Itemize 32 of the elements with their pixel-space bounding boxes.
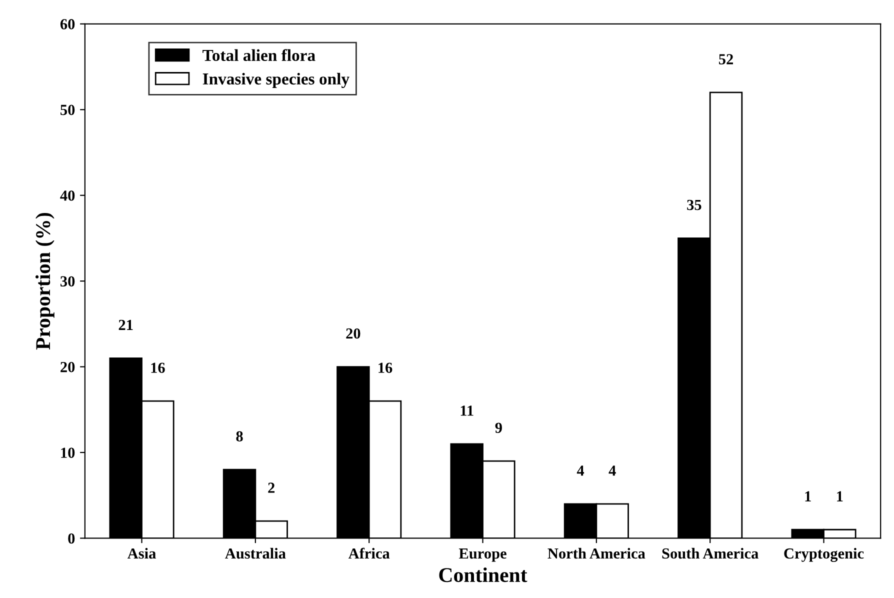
data-label: 9 [495, 422, 502, 433]
x-tick-label: Africa [348, 548, 390, 559]
data-label: 16 [378, 362, 392, 373]
data-label: 2 [268, 482, 275, 493]
y-tick-label: 10 [61, 448, 75, 458]
data-label: 20 [346, 328, 360, 339]
data-label: 52 [718, 54, 733, 64]
y-tick-label: 30 [60, 276, 75, 287]
y-tick-label: 20 [60, 362, 75, 372]
legend-label: Total alien flora [202, 49, 316, 62]
data-label: 11 [460, 406, 474, 416]
x-axis-title: Continent [439, 567, 528, 582]
data-label: 4 [576, 466, 584, 476]
x-tick-label: Cryptogenic [784, 548, 864, 562]
y-tick-label: 0 [68, 533, 75, 544]
data-label: 8 [236, 431, 243, 442]
data-label: 1 [837, 491, 843, 502]
x-tick-label: Asia [127, 548, 156, 559]
data-label: 21 [118, 320, 133, 330]
x-tick-label: North America [548, 548, 646, 559]
data-label: 4 [608, 466, 616, 476]
x-tick-label: South America [662, 548, 758, 559]
y-tick-label: 40 [60, 190, 75, 201]
y-tick-label: 50 [60, 104, 75, 116]
y-axis-title: Proportion (%) [35, 213, 54, 350]
data-label: 35 [687, 200, 702, 210]
x-tick-label: Europe [458, 548, 506, 562]
data-label: 1 [805, 491, 811, 502]
legend-label: Invasive species only [202, 72, 350, 88]
data-label: 16 [151, 362, 165, 373]
x-tick-label: Australia [225, 548, 286, 559]
y-tick-label: 60 [60, 19, 75, 30]
